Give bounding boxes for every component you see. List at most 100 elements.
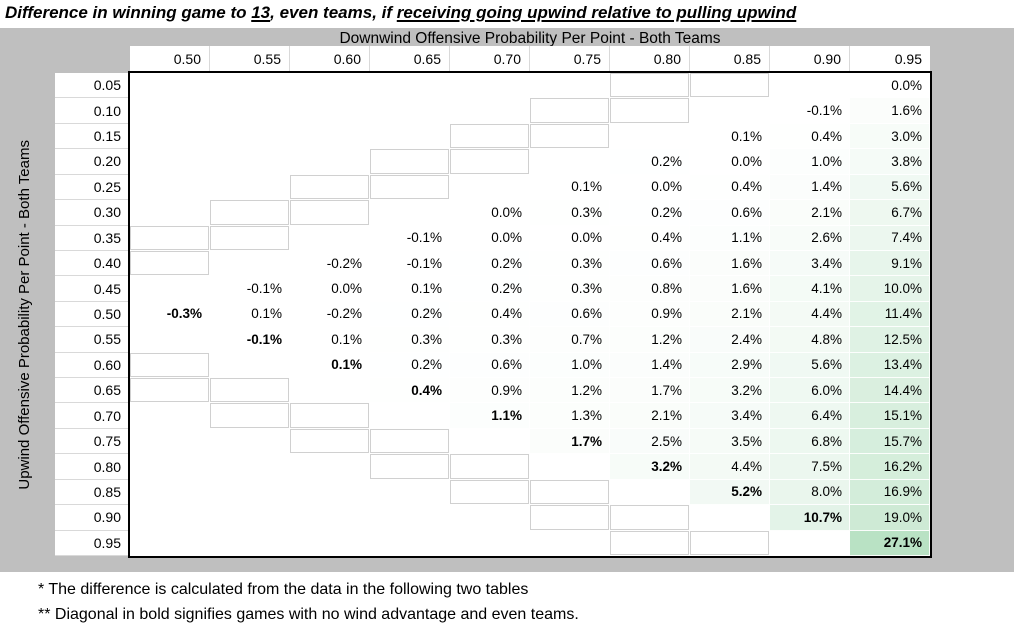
matrix-cell[interactable] (290, 429, 370, 454)
matrix-cell[interactable] (690, 531, 770, 556)
matrix-cell[interactable] (690, 98, 770, 123)
matrix-cell[interactable] (450, 531, 530, 556)
matrix-cell[interactable]: 0.0% (610, 174, 690, 201)
matrix-cell[interactable] (690, 505, 770, 530)
matrix-cell[interactable] (690, 73, 770, 98)
matrix-cell[interactable] (530, 505, 610, 530)
matrix-cell[interactable]: 10.0% (850, 276, 930, 302)
matrix-cell[interactable] (530, 531, 610, 556)
matrix-cell[interactable]: 0.4% (610, 225, 690, 251)
matrix-cell[interactable]: 4.1% (770, 276, 850, 302)
matrix-cell[interactable]: 1.2% (610, 327, 690, 353)
row-label-cell[interactable]: 0.05 (55, 73, 128, 99)
matrix-cell[interactable]: 0.0% (850, 73, 930, 99)
matrix-cell[interactable] (450, 454, 530, 479)
matrix-cell[interactable]: 0.6% (610, 250, 690, 277)
column-header-cell[interactable]: 0.65 (370, 46, 450, 71)
matrix-cell[interactable]: 0.3% (450, 327, 530, 353)
column-header-cell[interactable]: 0.60 (290, 46, 370, 71)
matrix-cell[interactable]: 0.1% (210, 301, 290, 328)
matrix-cell[interactable] (290, 98, 370, 123)
matrix-cell[interactable] (290, 480, 370, 505)
matrix-cell[interactable]: 3.5% (690, 428, 770, 455)
matrix-cell[interactable] (370, 124, 450, 149)
matrix-cell[interactable] (130, 403, 210, 428)
matrix-cell[interactable]: 4.8% (770, 327, 850, 353)
matrix-cell[interactable]: 0.2% (610, 149, 690, 175)
matrix-cell[interactable] (370, 73, 450, 98)
column-header-cell[interactable]: 0.75 (530, 46, 610, 71)
matrix-cell[interactable] (130, 200, 210, 225)
matrix-cell[interactable]: -0.1% (770, 98, 850, 124)
row-label-cell[interactable]: 0.45 (55, 276, 128, 302)
matrix-cell[interactable] (290, 200, 370, 225)
matrix-cell[interactable] (370, 454, 450, 479)
matrix-cell[interactable] (210, 378, 290, 403)
matrix-cell[interactable]: 0.2% (450, 276, 530, 302)
matrix-cell[interactable] (210, 531, 290, 556)
matrix-cell[interactable] (450, 73, 530, 98)
matrix-cell[interactable]: 7.4% (850, 225, 930, 251)
matrix-cell[interactable] (130, 149, 210, 174)
matrix-cell[interactable]: 1.6% (690, 250, 770, 277)
matrix-cell[interactable]: 0.0% (690, 149, 770, 175)
matrix-cell[interactable]: 2.1% (690, 301, 770, 328)
matrix-cell[interactable]: 15.7% (850, 428, 930, 455)
matrix-cell[interactable]: 16.9% (850, 479, 930, 506)
matrix-cell[interactable]: 0.1% (690, 123, 770, 150)
matrix-cell[interactable] (130, 226, 210, 251)
matrix-cell[interactable] (610, 124, 690, 149)
matrix-cell[interactable] (210, 251, 290, 276)
matrix-cell[interactable]: 0.8% (610, 276, 690, 302)
matrix-cell[interactable] (130, 124, 210, 149)
matrix-cell[interactable]: 6.8% (770, 428, 850, 455)
matrix-cell[interactable]: 10.7% (770, 505, 850, 531)
matrix-cell[interactable]: 0.3% (370, 327, 450, 353)
row-label-cell[interactable]: 0.75 (55, 428, 128, 455)
column-header-cell[interactable]: 0.50 (130, 46, 210, 71)
matrix-cell[interactable]: 0.7% (530, 327, 610, 353)
matrix-cell[interactable]: -0.2% (290, 250, 370, 277)
matrix-cell[interactable]: 3.2% (610, 454, 690, 480)
matrix-cell[interactable]: 12.5% (850, 327, 930, 353)
matrix-cell[interactable]: 4.4% (690, 454, 770, 480)
matrix-cell[interactable]: 0.4% (450, 301, 530, 328)
matrix-cell[interactable]: 0.0% (530, 225, 610, 251)
matrix-cell[interactable] (130, 175, 210, 200)
matrix-cell[interactable]: 1.7% (530, 428, 610, 455)
matrix-cell[interactable]: 27.1% (850, 530, 930, 556)
matrix-cell[interactable] (290, 378, 370, 403)
column-header-cell[interactable]: 0.55 (210, 46, 290, 71)
row-label-cell[interactable]: 0.15 (55, 123, 128, 150)
matrix-cell[interactable] (290, 505, 370, 530)
matrix-cell[interactable]: 3.2% (690, 378, 770, 404)
row-label-cell[interactable]: 0.35 (55, 225, 128, 251)
row-label-cell[interactable]: 0.80 (55, 454, 128, 480)
matrix-cell[interactable]: 0.2% (450, 250, 530, 277)
row-label-cell[interactable]: 0.65 (55, 378, 128, 404)
matrix-cell[interactable]: 0.1% (530, 174, 610, 201)
row-label-cell[interactable]: 0.30 (55, 200, 128, 226)
column-header-cell[interactable]: 0.95 (850, 46, 930, 71)
matrix-cell[interactable]: -0.2% (290, 301, 370, 328)
matrix-cell[interactable] (610, 480, 690, 505)
matrix-cell[interactable]: 0.2% (610, 200, 690, 226)
matrix-cell[interactable] (530, 98, 610, 123)
row-label-cell[interactable]: 0.25 (55, 174, 128, 201)
matrix-cell[interactable]: 1.0% (530, 352, 610, 379)
matrix-cell[interactable]: 2.4% (690, 327, 770, 353)
matrix-cell[interactable]: 5.6% (850, 174, 930, 201)
matrix-cell[interactable] (210, 454, 290, 479)
matrix-cell[interactable] (370, 403, 450, 428)
matrix-cell[interactable] (210, 226, 290, 251)
matrix-cell[interactable] (450, 98, 530, 123)
matrix-cell[interactable]: 0.6% (530, 301, 610, 328)
row-label-cell[interactable]: 0.10 (55, 98, 128, 124)
matrix-cell[interactable]: 1.2% (530, 378, 610, 404)
matrix-cell[interactable] (530, 454, 610, 479)
matrix-cell[interactable]: 0.9% (610, 301, 690, 328)
matrix-cell[interactable] (130, 327, 210, 352)
matrix-cell[interactable]: 0.0% (450, 200, 530, 226)
matrix-cell[interactable]: 3.8% (850, 149, 930, 175)
matrix-cell[interactable] (130, 73, 210, 98)
